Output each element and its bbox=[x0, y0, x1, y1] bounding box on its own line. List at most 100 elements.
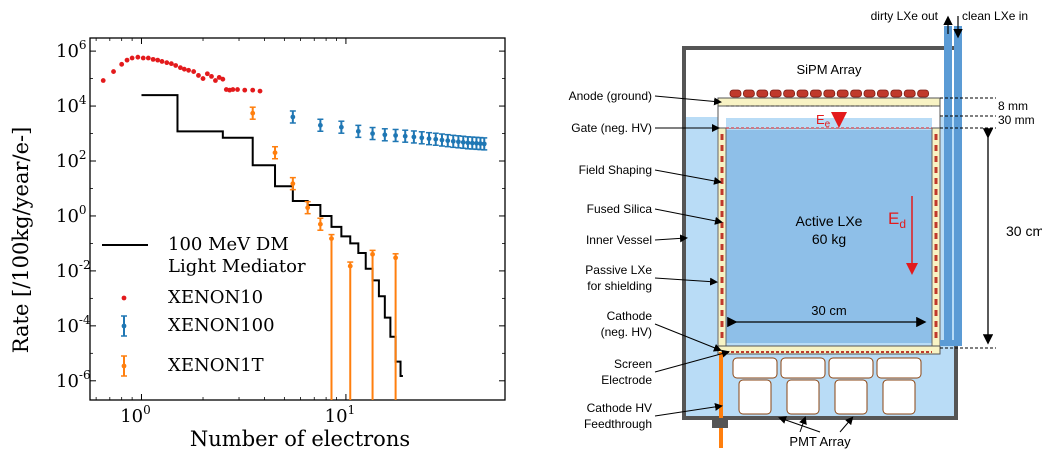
data-point bbox=[145, 55, 151, 61]
dirty-lxe-label: dirty LXe out bbox=[871, 9, 939, 23]
callout-screen-label: Electrode bbox=[601, 373, 652, 387]
sipm-element bbox=[890, 89, 903, 98]
step-line bbox=[141, 94, 403, 377]
cathode-hv-feedthrough bbox=[719, 352, 723, 448]
pmt-label: PMT Array bbox=[789, 434, 851, 449]
data-point bbox=[481, 141, 487, 147]
data-point bbox=[426, 136, 432, 142]
detector-diagram: SiPM Array PMT Array dirty LXe out clean… bbox=[569, 9, 1042, 449]
sipm-element bbox=[756, 89, 769, 98]
callout-gate-label: Gate (neg. HV) bbox=[571, 121, 652, 135]
active-lxe-region bbox=[726, 130, 932, 343]
callout-silica-arrow bbox=[654, 208, 723, 225]
y-tick-label: 10-4 bbox=[56, 313, 91, 337]
data-point bbox=[250, 110, 256, 116]
data-point bbox=[469, 140, 475, 146]
data-point bbox=[100, 78, 106, 83]
y-tick-label: 10-6 bbox=[56, 368, 91, 392]
data-point bbox=[317, 221, 323, 227]
callout-feed-arrow bbox=[654, 402, 723, 417]
dirty-lxe-pipe bbox=[944, 26, 952, 344]
sipm-element bbox=[743, 89, 755, 98]
mass-label: 60 kg bbox=[812, 231, 846, 247]
callout-vessel-arrow bbox=[654, 234, 688, 243]
pmt-body bbox=[738, 379, 772, 415]
data-point bbox=[150, 56, 156, 62]
sipm-element bbox=[903, 89, 916, 98]
sipm-element bbox=[823, 89, 836, 98]
data-point bbox=[456, 139, 461, 145]
callout-passive-label: for shielding bbox=[587, 279, 652, 293]
data-point bbox=[393, 133, 399, 138]
callout-anode-label: Anode (ground) bbox=[569, 89, 652, 103]
data-point bbox=[168, 61, 174, 67]
pmt-window bbox=[732, 357, 778, 379]
data-point bbox=[119, 61, 125, 67]
data-point bbox=[220, 76, 226, 82]
legend-swatch bbox=[121, 323, 127, 329]
data-point bbox=[200, 76, 206, 81]
data-point bbox=[433, 136, 439, 142]
legend-label: 100 MeV DM bbox=[168, 234, 289, 255]
clean-lxe-label: clean LXe in bbox=[962, 9, 1028, 23]
data-point bbox=[402, 133, 408, 139]
width-label: 30 cm bbox=[811, 303, 846, 318]
callout-feed-label: Cathode HV bbox=[587, 401, 652, 415]
pmt-arrow bbox=[778, 416, 821, 433]
data-point bbox=[290, 181, 296, 187]
anode-plate bbox=[717, 97, 941, 107]
sipm-element bbox=[810, 89, 822, 98]
callout-cathode-label: (neg. HV) bbox=[601, 325, 652, 339]
data-point bbox=[186, 67, 191, 73]
chart-marks bbox=[100, 54, 488, 400]
callout-fs-label: Field Shaping bbox=[579, 163, 652, 177]
data-point bbox=[474, 140, 479, 146]
extraction-field-label: Ee bbox=[816, 112, 831, 130]
data-point bbox=[257, 88, 263, 94]
data-point bbox=[317, 122, 323, 128]
series-xenon100 bbox=[289, 110, 488, 151]
feedthrough-base bbox=[712, 418, 728, 428]
sipm-element bbox=[729, 89, 742, 98]
callout-screen-arrow bbox=[654, 349, 730, 373]
data-point bbox=[419, 135, 425, 141]
callout-cathode-label: Cathode bbox=[607, 309, 653, 323]
callout-passive-label: Passive LXe bbox=[585, 263, 652, 277]
data-point bbox=[439, 137, 445, 143]
sipm-element bbox=[850, 89, 862, 98]
pmt-window bbox=[828, 357, 874, 379]
sipm-label: SiPM Array bbox=[796, 62, 862, 77]
legend-swatch bbox=[121, 295, 127, 301]
pmt-body bbox=[786, 379, 820, 415]
data-point bbox=[445, 138, 451, 144]
data-point bbox=[478, 141, 483, 147]
data-point bbox=[382, 132, 388, 138]
sipm-element bbox=[783, 89, 795, 98]
callout-screen-label: Screen bbox=[614, 357, 652, 371]
data-point bbox=[230, 87, 236, 92]
y-tick-label: 104 bbox=[56, 93, 87, 117]
data-point bbox=[204, 71, 210, 77]
data-point bbox=[213, 78, 218, 83]
data-point bbox=[164, 60, 170, 66]
rate-chart: 100 101 10-6 10-4 10-2 100 102 104 106 Number of… bbox=[9, 37, 506, 451]
data-point bbox=[173, 63, 179, 68]
sipm-element bbox=[836, 89, 849, 98]
pmt-body bbox=[834, 379, 868, 415]
data-point bbox=[460, 139, 466, 145]
data-point bbox=[329, 236, 334, 241]
data-point bbox=[129, 55, 135, 61]
data-point bbox=[191, 69, 197, 74]
drift-field-label: Ed bbox=[888, 209, 906, 231]
x-tick-label: 100 bbox=[120, 403, 151, 427]
callout-fs-arrow bbox=[654, 169, 722, 185]
data-point bbox=[177, 65, 183, 71]
pipe-return bbox=[940, 340, 962, 346]
pmt-window bbox=[780, 357, 826, 379]
left-callouts: Anode (ground) Gate (neg. HV) Field Shapin… bbox=[569, 89, 730, 431]
data-point bbox=[290, 114, 296, 120]
sipm-element bbox=[917, 89, 929, 98]
y-tick-label: 10-2 bbox=[56, 258, 91, 282]
data-point bbox=[347, 263, 353, 269]
